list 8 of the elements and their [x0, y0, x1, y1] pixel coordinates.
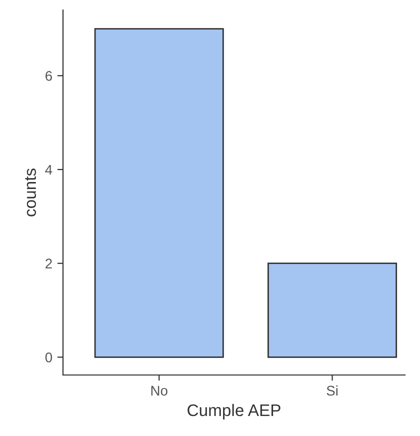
y-tick-label: 2 — [46, 258, 52, 268]
y-tick-label: 4 — [45, 164, 52, 175]
x-tick-label: Si — [326, 385, 338, 396]
x-tick-label: No — [151, 386, 168, 396]
y-tick-label: 0 — [45, 352, 52, 362]
x-axis-title: Cumple AEP — [188, 404, 280, 420]
y-axis-title: counts — [25, 168, 36, 216]
y-tick-label: 6 — [46, 71, 52, 81]
